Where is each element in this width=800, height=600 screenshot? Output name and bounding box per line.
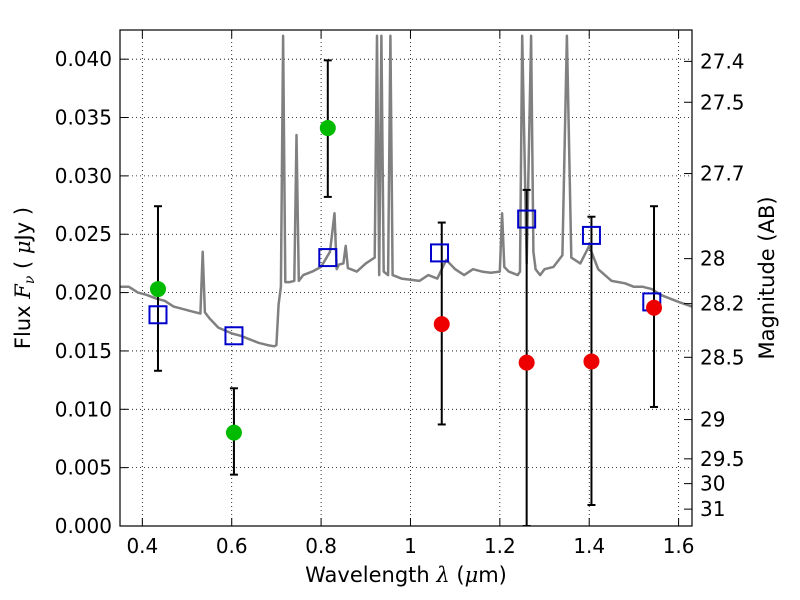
y-tick-label: 0.020 [55,281,112,305]
model-point [581,225,601,245]
x-tick-label: 1.2 [484,534,516,558]
model-point [224,326,244,346]
mag-tick-label: 28 [700,247,725,271]
mag-tick-label: 28.2 [700,292,745,316]
spectrum-layer [120,34,692,348]
model-point [517,209,537,229]
y-tick-label: 0.010 [55,397,112,421]
x-tick-label: 1 [404,534,417,558]
plot-frame [119,29,693,527]
non-detection-point [646,299,663,316]
detection-point [225,424,242,441]
y-tick-label: 0.015 [55,339,112,363]
ticks [120,30,692,527]
mag-tick-label: 27.5 [700,90,745,114]
y-axis-label-right: Magnitude (AB) [755,196,779,359]
non-detection-point [433,316,450,333]
x-tick-label: 1.4 [573,534,605,558]
mag-tick-label: 29.5 [700,447,745,471]
non-detection-point [583,353,600,370]
x-tick-label: 0.6 [216,534,248,558]
y-tick-label: 0.000 [55,514,112,538]
x-axis-label: Wavelength λ (μm) [305,563,507,587]
mag-tick-label: 30 [700,472,725,496]
tick-labels: 0.4 0.6 0.8 1 1.2 1.4 1.6 0.000 0.005 0.010 0.015 0… [55,47,745,558]
mag-tick-label: 31 [700,497,725,521]
spectrum-line [120,34,692,348]
model-point [318,248,338,268]
mag-tick-label: 29 [700,408,725,432]
mag-tick-label: 27.4 [700,49,745,73]
x-tick-label: 1.6 [663,534,695,558]
y-tick-label: 0.030 [55,164,112,188]
non-detection-point [518,354,535,371]
mag-tick-label: 28.5 [700,345,745,369]
y-tick-label: 0.005 [55,456,112,480]
y-tick-label: 0.040 [55,47,112,71]
detection-point [149,281,166,298]
x-tick-label: 0.8 [305,534,337,558]
x-tick-label: 0.4 [126,534,158,558]
model-point [148,305,168,325]
detection-point [319,120,336,137]
y-tick-label: 0.035 [55,106,112,130]
model-point [430,243,450,263]
y-tick-label: 0.025 [55,222,112,246]
y-axis-label: Flux Fν ( μJy ) [11,207,38,349]
mag-tick-label: 27.7 [700,162,745,186]
marker-layer [148,59,663,526]
